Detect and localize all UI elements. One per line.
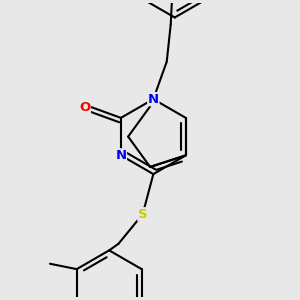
Text: N: N xyxy=(115,149,127,162)
Text: S: S xyxy=(138,208,148,221)
Text: N: N xyxy=(148,93,159,106)
Text: O: O xyxy=(79,101,90,114)
